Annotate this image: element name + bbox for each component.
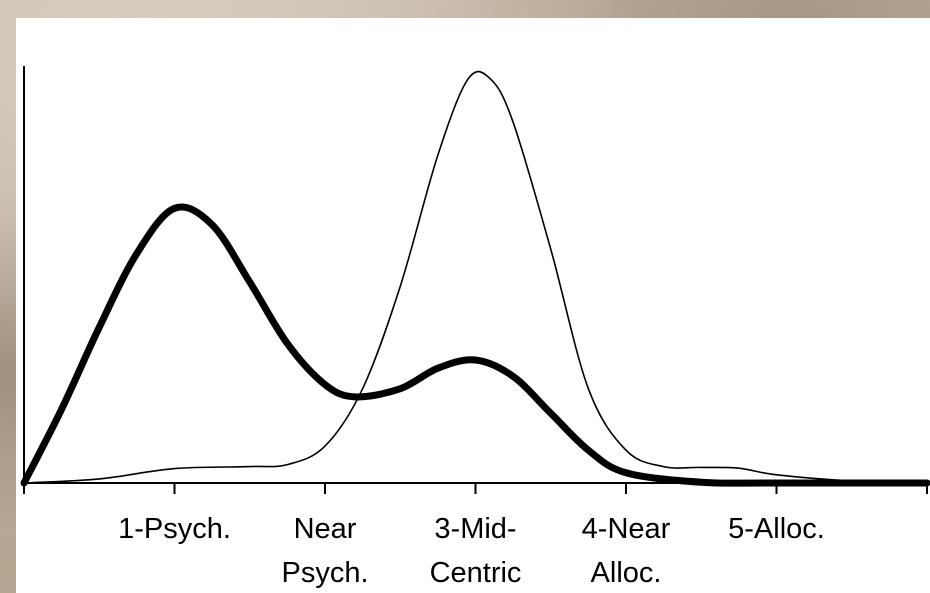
x-tick-label: Alloc. — [591, 557, 662, 589]
series-line-2-thin — [23, 70, 928, 484]
x-tick-label: Centric — [430, 557, 522, 589]
series-line-1-thick — [20, 203, 930, 487]
x-tick-label: 5-Alloc. — [728, 513, 825, 545]
x-tick-label: 3-Mid- — [434, 513, 516, 545]
chart-panel — [16, 18, 930, 593]
x-tick-label: Psych. — [281, 557, 368, 589]
x-tick-labels: 1-Psych. Near Psych. 3-Mid- Centric 4-Near All… — [118, 513, 825, 589]
x-tick-label: Near — [294, 513, 357, 545]
x-tick-label: 1-Psych. — [118, 513, 231, 545]
series-layer — [20, 70, 930, 487]
x-tick-label: 4-Near — [582, 513, 671, 545]
axes — [23, 66, 930, 494]
